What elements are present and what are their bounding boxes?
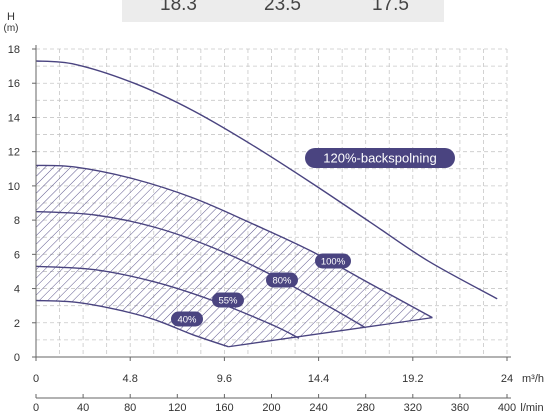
x2-tick-label: 400 [498,402,516,414]
operating-area [36,165,433,348]
y-tick-label: 0 [14,352,20,364]
x2-tick-label: 80 [124,402,136,414]
series-label-badge [315,253,351,269]
series-label-badge [305,148,455,168]
series-line [35,299,229,348]
y-axis-unit: (m) [4,23,19,34]
y-tick-label: 4 [14,284,20,296]
curve-labels: 120%-backspolning 100% 80% 55% 40% [171,148,455,327]
operating-area-hatch [36,165,433,347]
series-label: 100% [321,256,346,267]
x2-tick-label: 160 [215,402,233,414]
y-tick-label: 12 [8,147,20,159]
series-label-badge [266,272,298,288]
operating-area-bottom-edge [228,317,433,348]
y-tick-label: 14 [8,112,20,124]
x-tick-label: 14.4 [308,373,329,385]
y-axis-label: H [7,11,15,23]
header-value-strip: 18.3 23.5 17.5 [122,0,444,22]
x2-tick-label: 0 [33,402,39,414]
series-label: 40% [177,314,197,325]
x2-tick-label: 120 [168,402,186,414]
header-value: 17.5 [372,0,409,15]
series-line [35,60,498,300]
series-line [35,164,433,319]
x2-axis-unit: l/min [520,402,543,414]
series-label: 55% [218,295,238,306]
x-axis-unit: m³/h [522,373,544,385]
pump-curves [35,60,498,348]
x2-tick-label: 320 [404,402,422,414]
x2-tick-label: 240 [309,402,327,414]
y-tick-label: 18 [8,44,20,56]
x2-tick-label: 360 [451,402,469,414]
y-tick-label: 2 [14,318,20,330]
y-tick-label: 16 [8,78,20,90]
x2-tick-label: 40 [77,402,89,414]
header-value: 18.3 [160,0,197,15]
y-tick-label: 6 [14,249,20,261]
header-value: 23.5 [264,0,301,15]
x2-tick-label: 280 [357,402,375,414]
series-label: 120%-backspolning [323,151,436,166]
x-tick-label: 19.2 [402,373,423,385]
x2-tick-label: 200 [262,402,280,414]
y-tick-label: 10 [8,181,20,193]
series-label: 80% [272,275,292,286]
series-label-badge [171,311,203,327]
y-tick-label: 8 [14,215,20,227]
series-line [35,210,367,329]
x-tick-label: 0 [33,373,39,385]
x-tick-label: 9.6 [217,373,232,385]
series-line [35,265,300,339]
x-tick-label: 4.8 [123,373,138,385]
series-label-badge [212,292,244,308]
x-tick-label: 24 [501,373,513,385]
